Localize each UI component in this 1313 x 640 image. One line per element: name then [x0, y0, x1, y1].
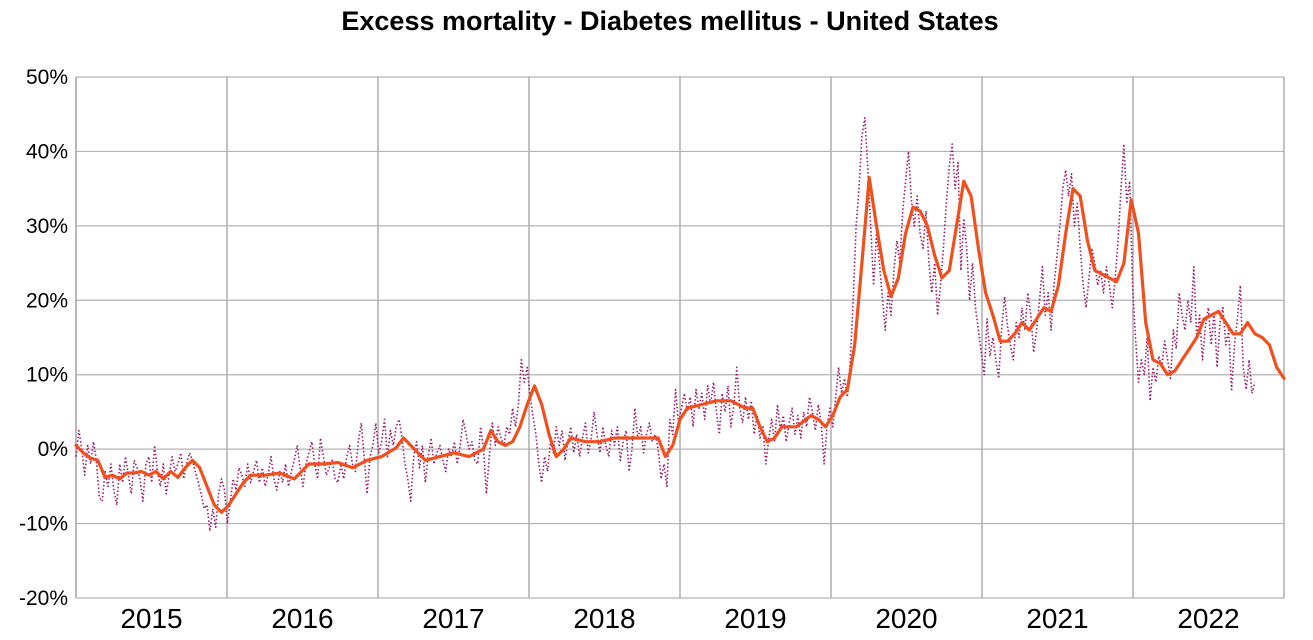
chart-title: Excess mortality - Diabetes mellitus - U… — [341, 6, 999, 36]
y-tick-label: 10% — [26, 364, 68, 387]
x-tick-label: 2021 — [1026, 603, 1088, 634]
y-axis-tick-labels: -20% -10% 0% 10% 20% 30% 40% 50% — [19, 66, 68, 610]
x-tick-label: 2017 — [422, 603, 484, 634]
series-lines — [74, 117, 1286, 532]
y-tick-label: 40% — [26, 140, 68, 163]
x-tick-label: 2019 — [724, 603, 786, 634]
y-tick-label: -10% — [19, 513, 68, 536]
x-tick-label: 2018 — [573, 603, 635, 634]
smoothed-series-line — [74, 175, 1286, 514]
x-tick-label: 2016 — [271, 603, 333, 634]
x-tick-label: 2022 — [1177, 603, 1239, 634]
x-tick-label: 2020 — [875, 603, 937, 634]
y-tick-label: 50% — [26, 66, 68, 89]
weekly-series-line — [75, 117, 1256, 532]
x-tick-label: 2015 — [120, 603, 182, 634]
y-tick-label: 0% — [38, 438, 68, 461]
y-tick-label: 30% — [26, 215, 68, 238]
y-tick-label: 20% — [26, 289, 68, 312]
x-axis-tick-labels: 2015 2016 2017 2018 2019 2020 2021 2022 — [120, 603, 1239, 634]
gridlines — [75, 76, 1285, 599]
y-tick-label: -20% — [19, 587, 68, 610]
